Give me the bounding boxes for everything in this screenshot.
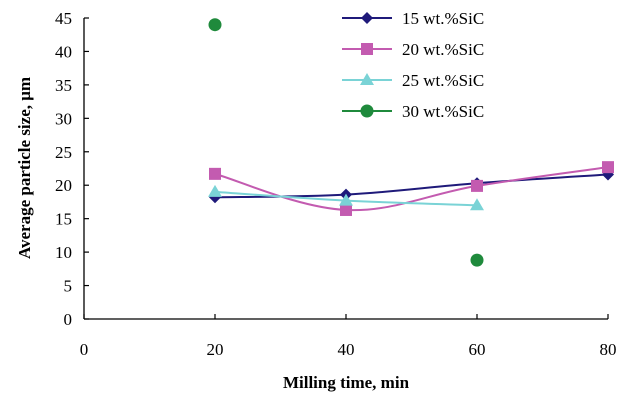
data-point-triangle <box>470 198 484 211</box>
data-point-diamond <box>361 12 373 24</box>
legend-label: 30 wt.%SiC <box>402 102 484 121</box>
data-point-square <box>602 161 614 174</box>
data-point-circle <box>360 104 374 118</box>
legend-label: 25 wt.%SiC <box>402 71 484 90</box>
y-tick-label: 15 <box>55 210 72 229</box>
y-tick-label: 0 <box>64 310 73 329</box>
data-point-triangle <box>339 193 353 206</box>
x-tick-label: 60 <box>469 340 486 359</box>
series-4 <box>208 18 484 267</box>
legend: 15 wt.%SiC 20 wt.%SiC 25 wt.%SiC 30 wt.%SiC <box>342 9 484 121</box>
y-tick-label: 20 <box>55 176 72 195</box>
data-point-square <box>471 179 483 192</box>
data-point-square <box>361 43 373 55</box>
y-tick-label: 25 <box>55 143 72 162</box>
data-point-circle <box>470 253 484 267</box>
y-tick-label: 10 <box>55 243 72 262</box>
data-point-square <box>209 167 221 180</box>
series-layer <box>208 18 614 267</box>
axes <box>83 18 608 320</box>
legend-item: 15 wt.%SiC <box>342 9 484 28</box>
series-3 <box>208 184 484 211</box>
y-tick-label: 45 <box>55 9 72 28</box>
y-tick-label: 35 <box>55 76 72 95</box>
x-axis-title: Milling time, min <box>283 373 410 392</box>
x-tick-label: 20 <box>207 340 224 359</box>
legend-item: 20 wt.%SiC <box>342 40 484 59</box>
series-line <box>214 166 609 212</box>
legend-label: 15 wt.%SiC <box>402 9 484 28</box>
data-point-triangle <box>360 73 374 85</box>
legend-item: 30 wt.%SiC <box>342 102 484 121</box>
x-tick-label: 0 <box>80 340 89 359</box>
legend-item: 25 wt.%SiC <box>342 71 484 90</box>
series-2 <box>209 161 614 216</box>
data-point-triangle <box>208 184 222 197</box>
ticks: 0 5 10 15 20 25 30 35 40 45 0 20 40 60 80 <box>55 9 617 359</box>
y-tick-label: 5 <box>64 277 73 296</box>
x-tick-label: 80 <box>600 340 617 359</box>
y-axis-title: Average particle size, μm <box>15 77 34 259</box>
y-tick-label: 30 <box>55 109 72 128</box>
data-point-circle <box>208 18 222 32</box>
data-point-square <box>340 203 352 216</box>
x-tick-label: 40 <box>338 340 355 359</box>
y-tick-label: 40 <box>55 42 72 61</box>
legend-label: 20 wt.%SiC <box>402 40 484 59</box>
